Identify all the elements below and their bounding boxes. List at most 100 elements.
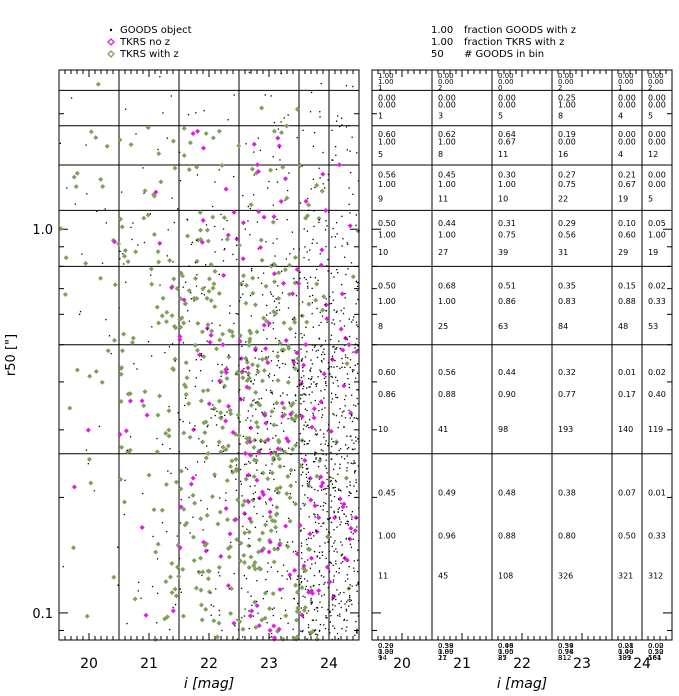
bin-value: 1.00 [378, 230, 396, 239]
tkrs-with-z-point [238, 540, 244, 546]
tkrs-with-z-point [287, 518, 293, 524]
goods-object-point [222, 260, 225, 262]
goods-object-point [296, 281, 298, 283]
goods-object-point [220, 213, 222, 216]
goods-object-point [214, 475, 216, 478]
goods-object-point [261, 350, 263, 353]
goods-object-point [338, 516, 340, 519]
tkrs-no-z-point [223, 370, 229, 376]
goods-object-point [330, 506, 332, 508]
goods-object-point [341, 544, 343, 546]
tkrs-with-z-point [163, 579, 169, 585]
goods-object-point [272, 380, 274, 382]
bin-value: 0.00 [558, 72, 574, 80]
goods-object-point [293, 277, 295, 280]
tkrs-with-z-point [211, 618, 217, 624]
tkrs-with-z-point [153, 549, 159, 555]
goods-object-point [336, 453, 338, 456]
bin-value: 0.00 [618, 78, 634, 86]
goods-object-point [330, 521, 333, 524]
tkrs-with-z-point [70, 545, 76, 551]
goods-object-point [281, 270, 283, 272]
goods-object-point [304, 596, 306, 598]
tkrs-no-z-point [200, 217, 206, 223]
goods-object-point [325, 502, 327, 505]
goods-object-point [179, 418, 181, 421]
goods-object-point [302, 615, 304, 617]
goods-object-point [219, 575, 221, 577]
x-tick-label: 23 [260, 656, 278, 672]
goods-object-point [287, 114, 289, 116]
bin-value: 0.27 [558, 171, 576, 180]
goods-object-point [66, 187, 68, 189]
goods-object-point [311, 287, 313, 290]
legend-value-tkrs-frac: 1.00 [431, 37, 453, 48]
goods-object-point [338, 340, 340, 342]
tkrs-no-z-point [220, 342, 226, 348]
tkrs-no-z-point [337, 496, 343, 502]
goods-object-point [216, 410, 218, 412]
tkrs-with-z-point [228, 586, 234, 592]
tkrs-no-z-point [190, 130, 196, 136]
goods-object-point [246, 359, 248, 361]
goods-object-point [246, 528, 248, 530]
goods-object-point [235, 373, 237, 375]
goods-object-point [105, 318, 107, 321]
goods-object-point [294, 332, 297, 334]
tkrs-no-z-point [153, 189, 159, 195]
goods-object-point [270, 415, 272, 417]
bin-value: 1 [618, 84, 622, 92]
goods-object-point [276, 309, 278, 312]
goods-object-point [340, 117, 343, 119]
tkrs-no-z-point [223, 505, 229, 511]
goods-object-point [303, 400, 305, 403]
goods-object-point [204, 264, 207, 266]
goods-object-point [325, 440, 327, 442]
goods-object-point [356, 517, 358, 520]
goods-object-point [104, 208, 106, 210]
goods-object-point [309, 369, 311, 371]
bin-value: 27 [498, 654, 507, 662]
goods-object-point [312, 619, 314, 621]
goods-object-point [105, 222, 107, 224]
goods-object-point [357, 438, 359, 440]
legend-label-goods: GOODS object [120, 25, 192, 36]
goods-object-point [349, 594, 351, 597]
tkrs-no-z-point [306, 589, 312, 595]
goods-object-point [257, 137, 259, 139]
goods-object-point [351, 394, 353, 396]
tkrs-with-z-point [246, 529, 252, 535]
goods-object-point [278, 309, 281, 311]
goods-object-point [234, 625, 236, 627]
tkrs-with-z-point [178, 468, 184, 474]
goods-object-point [342, 561, 344, 563]
goods-object-point [302, 617, 305, 619]
tkrs-no-z-point [266, 549, 272, 555]
goods-object-point [324, 488, 326, 490]
goods-object-point [203, 110, 205, 112]
bin-value: 1.00 [438, 138, 456, 147]
tkrs-no-z-point [283, 176, 289, 182]
tkrs-with-z-point [273, 310, 279, 316]
goods-object-point [295, 399, 297, 402]
goods-object-point [279, 617, 282, 620]
tkrs-with-z-point [206, 288, 212, 294]
goods-object-point [124, 479, 126, 481]
goods-object-point [323, 624, 325, 626]
goods-object-point [233, 572, 235, 575]
goods-object-point [306, 230, 309, 232]
bin-value: 1.00 [378, 78, 394, 86]
tkrs-with-z-point [74, 170, 80, 176]
tkrs-no-z-point [242, 511, 248, 517]
goods-object-point [190, 243, 193, 246]
goods-object-point [269, 389, 272, 392]
goods-object-point [302, 388, 304, 390]
goods-object-point [86, 193, 88, 195]
tkrs-with-z-point [173, 479, 179, 485]
tkrs-with-z-point [259, 378, 265, 384]
tkrs-with-z-point [172, 356, 178, 362]
tkrs-with-z-point [202, 430, 208, 436]
goods-object-point [328, 571, 331, 573]
bin-value: 193 [558, 425, 573, 434]
bin-value: 10 [498, 194, 508, 203]
